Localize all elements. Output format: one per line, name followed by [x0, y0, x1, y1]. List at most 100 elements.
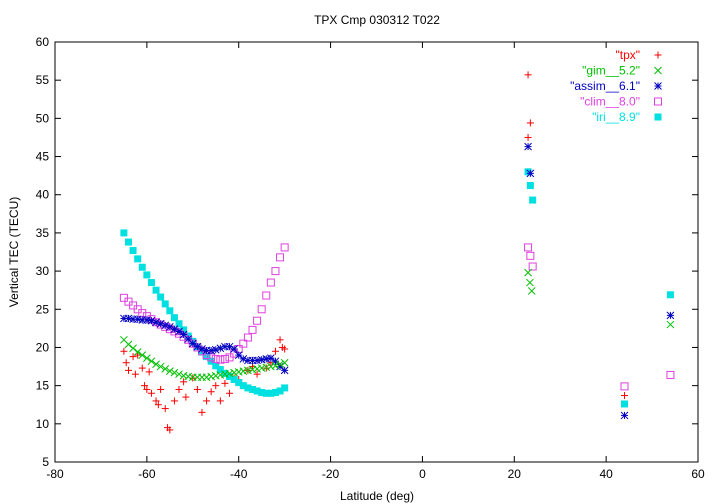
point-star — [175, 327, 183, 336]
point-box — [266, 278, 275, 287]
point-filledbox — [138, 263, 146, 271]
point-box — [216, 355, 225, 364]
point-filledbox — [529, 196, 537, 204]
point-plus — [621, 392, 629, 400]
point-filledbox — [152, 286, 160, 294]
point-box — [239, 339, 248, 348]
point-star — [211, 345, 220, 354]
point-plus — [221, 379, 229, 387]
y-tick-label: 55 — [36, 73, 50, 87]
point-cross — [124, 340, 133, 349]
point-plus — [276, 336, 284, 344]
point-star — [234, 351, 243, 359]
point-filledbox — [161, 300, 169, 308]
point-plus — [131, 370, 139, 378]
point-plus — [120, 347, 128, 355]
point-filledbox — [166, 307, 174, 315]
point-cross — [147, 357, 156, 366]
point-plus — [161, 405, 169, 413]
point-box — [257, 305, 266, 314]
point-cross — [161, 364, 170, 373]
legend-marker-filledbox — [654, 113, 662, 121]
point-cross — [152, 360, 160, 369]
point-star — [188, 339, 197, 348]
point-filledbox — [262, 389, 270, 397]
x-tick-label: 60 — [691, 467, 705, 481]
point-plus — [203, 397, 211, 405]
point-box — [243, 333, 252, 342]
point-plus — [122, 359, 130, 367]
point-filledbox — [157, 293, 165, 301]
point-plus — [526, 119, 534, 127]
point-filledbox — [267, 389, 275, 397]
point-plus — [166, 426, 174, 434]
point-cross — [524, 268, 532, 277]
y-tick-label: 40 — [36, 188, 50, 202]
point-star — [526, 169, 535, 178]
x-axis-label: Latitude (deg) — [340, 489, 414, 503]
point-plus — [182, 393, 190, 401]
point-star — [666, 311, 675, 320]
point-filledbox — [120, 229, 128, 237]
point-plus — [524, 133, 532, 141]
point-filledbox — [212, 362, 220, 370]
point-filledbox — [203, 353, 211, 361]
x-tick-label: -20 — [322, 467, 340, 481]
legend-marker-plus — [654, 51, 662, 59]
point-filledbox — [235, 379, 243, 387]
x-tick-label: -80 — [46, 467, 64, 481]
y-tick-label: 10 — [36, 417, 50, 431]
point-plus — [129, 353, 137, 361]
point-cross — [280, 358, 289, 367]
point-filledbox — [621, 400, 629, 408]
point-cross — [526, 278, 534, 287]
point-filledbox — [253, 387, 261, 395]
point-plus — [134, 351, 142, 359]
point-plus — [154, 401, 162, 409]
point-plus — [170, 397, 178, 405]
point-plus — [180, 378, 188, 386]
point-filledbox — [281, 384, 289, 392]
point-star — [152, 318, 160, 327]
point-star — [198, 345, 206, 353]
y-tick-label: 45 — [36, 150, 50, 164]
point-box — [280, 243, 289, 252]
point-filledbox — [143, 271, 151, 279]
point-filledbox — [147, 279, 155, 287]
point-cross — [138, 351, 147, 359]
point-cross — [170, 368, 179, 377]
point-plus — [262, 364, 270, 372]
point-cross — [527, 287, 536, 295]
legend-label: "assim__6.1" — [570, 79, 640, 93]
point-filledbox — [271, 389, 279, 397]
legend-label: "clim__8.0" — [580, 95, 640, 109]
point-filledbox — [226, 372, 234, 380]
legend-marker-star — [654, 82, 662, 90]
point-plus — [175, 385, 183, 393]
point-filledbox — [134, 255, 142, 263]
point-filledbox — [216, 366, 224, 374]
point-box — [620, 382, 629, 391]
point-box — [276, 253, 285, 262]
point-filledbox — [244, 384, 252, 392]
y-tick-label: 20 — [36, 340, 50, 354]
point-plus — [212, 382, 220, 390]
point-plus — [147, 389, 155, 397]
point-filledbox — [524, 168, 532, 176]
point-box — [666, 370, 675, 379]
legend-label: "iri__8.9" — [592, 110, 640, 124]
point-box — [262, 291, 271, 300]
point-star — [161, 321, 170, 330]
y-tick-label: 35 — [36, 226, 50, 240]
point-filledbox — [124, 238, 132, 246]
legend-label: "tpx" — [615, 48, 640, 62]
point-box — [528, 262, 537, 271]
legend-marker-cross — [654, 66, 662, 75]
point-plus — [157, 385, 165, 393]
chart-title: TPX Cmp 030312 T022 — [314, 13, 440, 27]
y-tick-label: 5 — [42, 455, 49, 469]
point-filledbox — [248, 385, 256, 393]
point-cross — [129, 344, 137, 353]
point-filledbox — [170, 314, 178, 322]
point-plus — [253, 370, 261, 378]
